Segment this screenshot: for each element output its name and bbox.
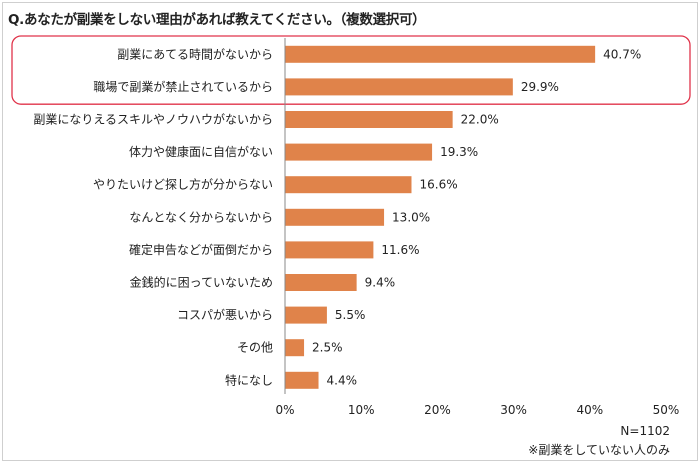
sample-size: N=1102 (620, 424, 670, 438)
bar (285, 241, 374, 259)
bar (285, 45, 596, 63)
x-tick-label: 0% (275, 403, 294, 417)
category-label: 確定申告などが面倒だから (129, 242, 273, 257)
value-label: 16.6% (419, 178, 457, 192)
category-label: 副業にあてる時間がないから (117, 46, 273, 61)
bar (285, 371, 319, 389)
x-tick-label: 20% (424, 403, 451, 417)
bar (285, 143, 433, 161)
bar (285, 208, 385, 226)
category-label: 副業になりえるスキルやノウハウがないから (33, 112, 273, 127)
value-label: 40.7% (603, 47, 641, 61)
x-tick-label: 10% (348, 403, 375, 417)
value-label: 9.4% (365, 276, 396, 290)
bar (285, 111, 453, 128)
question-title: Q.あなたが副業をしない理由があれば教えてください。（複数選択可） (8, 12, 426, 28)
value-label: 2.5% (312, 341, 343, 355)
value-label: 13.0% (392, 210, 430, 224)
category-label: コスパが悪いから (177, 307, 273, 322)
category-label: 特になし (225, 372, 273, 387)
category-label: やりたいけど探し方が分からない (93, 177, 273, 192)
bar (285, 176, 412, 194)
footnote: ※副業をしていない人のみ (528, 443, 670, 457)
category-label: なんとなく分からないから (129, 210, 273, 224)
x-tick-label: 50% (653, 403, 680, 417)
value-label: 11.6% (381, 243, 419, 257)
category-label: その他 (237, 341, 273, 355)
value-label: 5.5% (335, 308, 366, 322)
bar (285, 339, 305, 357)
category-label: 職場で副業が禁止されているから (93, 79, 273, 94)
category-label: 金銭的に困っていないため (130, 275, 273, 290)
bar (285, 274, 357, 291)
x-tick-label: 40% (576, 403, 603, 417)
bar (285, 78, 513, 96)
bar (285, 306, 327, 324)
x-tick-label: 30% (500, 403, 527, 417)
value-label: 19.3% (440, 145, 478, 159)
value-label: 4.4% (327, 373, 358, 387)
value-label: 29.9% (521, 80, 559, 94)
highlight-box (11, 35, 691, 105)
category-label: 体力や健康面に自信がない (129, 144, 273, 159)
value-label: 22.0% (461, 113, 499, 127)
